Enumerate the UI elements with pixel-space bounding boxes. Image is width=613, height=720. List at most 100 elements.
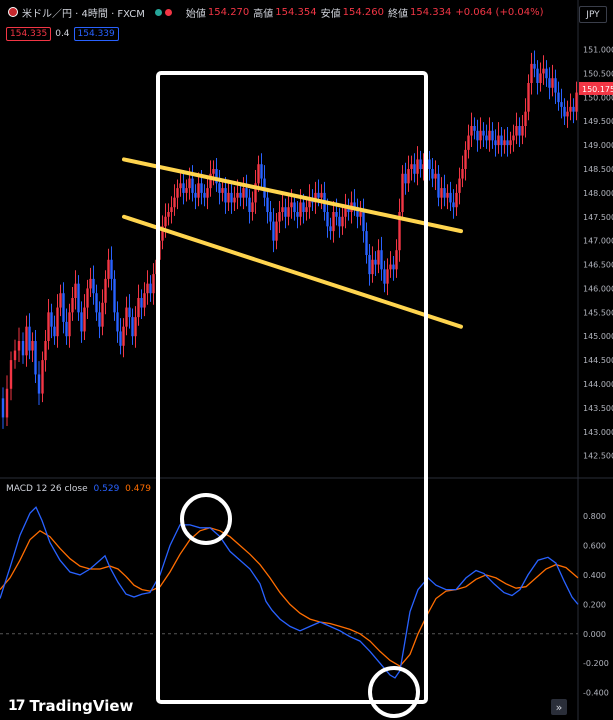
candle-body: [467, 135, 470, 150]
candle-body: [491, 130, 494, 141]
price-tick-label: 147.500: [583, 213, 613, 222]
candle-body: [83, 307, 86, 332]
candle-body: [299, 202, 302, 217]
candle-body: [89, 278, 92, 289]
candle-body: [239, 192, 242, 198]
candle-body: [25, 326, 28, 356]
candle-body: [28, 326, 31, 351]
candle-body: [77, 283, 80, 313]
candle-body: [518, 126, 521, 136]
candle-body: [566, 111, 569, 117]
price-tick-label: 149.000: [583, 141, 613, 150]
candle-body: [95, 293, 98, 313]
candle-body: [86, 288, 89, 308]
symbol-title[interactable]: 米ドル／円 · 4時間 · FXCM: [22, 8, 145, 20]
candle-body: [296, 212, 299, 217]
open-value: 154.270: [207, 6, 250, 18]
candle-body: [539, 73, 542, 83]
close-value: 154.334: [410, 6, 452, 18]
candle-body: [227, 192, 230, 203]
macd-value: 0.529: [93, 484, 120, 494]
candle-body: [440, 188, 443, 198]
macd-legend[interactable]: MACD 12 26 close 0.529 0.479: [6, 484, 151, 494]
price-tick-label: 151.000: [583, 46, 613, 55]
candle-body: [359, 212, 362, 217]
spread-value: 0.4: [55, 29, 70, 39]
price-tick-label: 143.000: [583, 428, 613, 437]
chart-header: 米ドル／円 · 4時間 · FXCM 始値 154.270 高値 154.354…: [0, 0, 578, 24]
tradingview-logo[interactable]: 17 TradingView: [8, 697, 133, 715]
candle-body: [368, 255, 371, 275]
candle-body: [335, 212, 338, 217]
candle-body: [53, 326, 56, 337]
drawing-annotations: [122, 71, 463, 718]
candle-body: [437, 173, 440, 198]
candle-body: [101, 302, 104, 327]
candle-body: [305, 207, 308, 212]
candle-body: [50, 312, 53, 327]
buy-button[interactable]: 154.339: [73, 27, 119, 41]
candle-body: [185, 188, 188, 193]
market-open-icon: [154, 8, 162, 16]
candle-body: [500, 135, 503, 146]
candle-body: [275, 221, 278, 241]
candle-body: [98, 312, 101, 327]
candlestick-series: [1, 50, 578, 429]
macd-tick-label: 0.000: [583, 630, 606, 639]
macd-tick-label: 0.400: [583, 571, 606, 580]
candle-body: [407, 169, 410, 184]
candle-body: [173, 197, 176, 208]
price-tick-label: 144.000: [583, 380, 613, 389]
macd-label: MACD 12 26 close: [6, 484, 88, 494]
candle-body: [530, 63, 533, 83]
candle-body: [71, 298, 74, 313]
candle-body: [47, 312, 50, 341]
candle-body: [533, 63, 536, 69]
double-chevron-right-icon[interactable]: »: [551, 699, 567, 715]
candle-body: [206, 188, 209, 198]
price-tick-label: 149.500: [583, 117, 613, 126]
price-tick-label: 144.500: [583, 356, 613, 365]
currency-button[interactable]: JPY: [579, 6, 607, 23]
candle-body: [221, 188, 224, 193]
macd-tick-label: 0.800: [583, 512, 606, 521]
candle-body: [434, 173, 437, 179]
candle-body: [461, 169, 464, 179]
candle-body: [56, 307, 59, 337]
high-label: 高値: [253, 8, 274, 20]
candle-body: [74, 283, 77, 298]
candle-body: [167, 212, 170, 217]
candle-body: [140, 298, 143, 308]
candle-body: [290, 202, 293, 208]
candle-body: [182, 183, 185, 193]
candle-body: [464, 149, 467, 169]
candle-body: [21, 341, 25, 356]
candle-body: [278, 212, 281, 222]
candle-body: [560, 102, 563, 107]
candle-body: [497, 135, 500, 146]
candle-body: [143, 293, 146, 308]
macd-trough-circle: [368, 666, 420, 718]
candle-body: [230, 192, 233, 203]
candle-body: [548, 78, 551, 88]
candle-body: [254, 183, 257, 203]
candle-body: [164, 216, 167, 227]
candle-body: [251, 202, 254, 212]
candle-body: [191, 178, 194, 193]
candle-body: [116, 312, 119, 332]
macd-line: [0, 506, 579, 679]
sell-button[interactable]: 154.335: [6, 27, 52, 41]
candle-body: [200, 183, 203, 193]
candle-body: [389, 264, 392, 270]
candle-body: [188, 178, 191, 189]
candle-body: [236, 192, 239, 198]
candle-body: [356, 207, 359, 217]
candle-body: [392, 264, 395, 270]
candle-body: [17, 341, 21, 351]
price-tick-label: 143.500: [583, 404, 613, 413]
candle-body: [353, 202, 356, 208]
candle-body: [248, 197, 251, 212]
candle-body: [398, 212, 401, 251]
candle-body: [410, 164, 413, 169]
